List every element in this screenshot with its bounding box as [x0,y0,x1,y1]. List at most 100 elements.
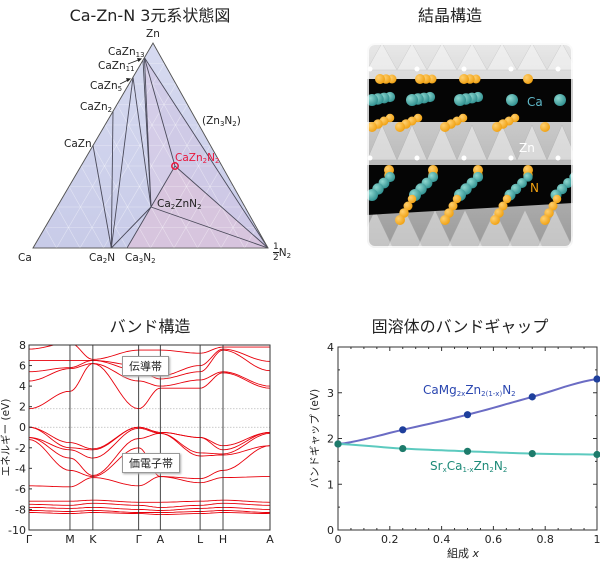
n-atom [523,165,533,175]
n-atom [407,194,417,204]
bandgap-title: 固溶体のバンドギャップ [371,317,549,336]
ca-atom [506,94,518,106]
data-point [399,444,407,453]
n-atom [448,201,458,211]
formula-subscript: 2 [107,106,113,114]
kpoint-label: M [65,533,75,546]
grid-line [68,186,104,249]
n-atom [395,122,405,132]
polyhedron [367,43,398,71]
formula-text: Ca [89,252,103,264]
formula-subscript: 2 [502,466,508,474]
grid-line [197,186,234,249]
ca-atom [554,94,566,106]
band-line [29,426,270,451]
polyhedron [446,209,484,248]
tie-line [132,77,152,208]
y-tick-label: 0 [19,421,26,434]
compound-label-cazn11: CaZn11 [98,61,135,73]
compound-label-cazn13: CaZn13 [108,47,145,59]
y-tick-label: 8 [19,339,26,352]
y-tick-label: 4 [19,380,26,393]
polyhedron [426,43,458,71]
grid-line [103,104,188,249]
band-line [29,476,270,488]
compound-label-cazn: CaZn [64,139,92,150]
polyhedron [516,124,548,161]
tie-line [174,165,269,249]
polyhedron [456,124,488,161]
x-tick-label: 0.8 [536,533,554,546]
band-line [29,512,270,516]
x-tick-label: 0.6 [485,533,503,546]
formula-subscript: 5 [117,85,123,93]
corner-label-n2: 1 2 N2 [273,242,291,263]
grid-line [220,206,246,249]
n-atom [492,122,502,132]
formula-text: N [502,383,512,397]
y-tick-label: 4 [327,341,334,354]
corner-label-zn: Zn [146,28,160,40]
n2-text: N2 [279,247,291,259]
series-label-srca: SrxCa1-xZn2N2 [430,459,508,474]
formula-subscript: 2x [456,390,466,398]
corner-label-ca: Ca [18,252,32,264]
tie-line [126,206,152,249]
grid-line [140,63,245,249]
formula-text: CaZn [90,80,118,92]
band-structure-title: バンド構造 [109,317,191,336]
numerator: 1 [273,242,279,253]
data-point [399,426,407,434]
compound-label-cazn2n2: CaZn2N2 [175,153,219,165]
data-point [334,440,342,448]
band-line [29,499,270,503]
y-tick-label: 3 [327,387,334,400]
polyhedron [476,209,514,248]
formula-text: Ca [125,252,139,264]
formula-text: Zn [465,383,482,397]
kpoint-label: L [197,533,204,546]
crystal-structure-image [365,41,575,250]
band-line [29,432,270,476]
formula-subscript: x [442,466,447,474]
data-point [593,375,600,383]
tie-line [144,57,269,249]
n-atom [459,74,469,84]
x-axis-label-text: 組成 [447,547,469,560]
n-atom [548,201,558,211]
tie-line [143,57,176,167]
formula-subscript: 2 [202,157,208,165]
tie-line [143,57,152,208]
compound-label-ca3n2: Ca3N2 [125,252,156,265]
kpoint-label: A [157,533,165,546]
data-point [528,449,536,458]
n-atom [403,201,413,211]
formula-subscript: 2(1-x) [481,390,503,398]
data-point [593,450,600,459]
compound-label-ca2n: Ca2N [89,252,115,265]
kpoint-label: K [89,533,97,546]
zn-atom [508,66,514,72]
zn-atom [461,66,467,72]
polyhedron [396,124,428,161]
formula-subscript: 3 [219,120,225,128]
formula-text: N [224,115,233,127]
y-tick-label: -6 [15,483,26,496]
phase-diagram-title: Ca-Zn-N 3元系状態図 [69,6,231,25]
kpoint-label: A [266,533,274,546]
compound-label-ca2znn2: Ca2ZnN2 [157,199,201,211]
polyhedron [396,43,428,71]
formula-text: N [493,459,503,473]
y-tick-label: -10 [8,524,26,537]
region-shade-pink [127,166,268,248]
y-axis-label: エネルギー (eV) [0,399,12,477]
polyhedron [367,209,394,248]
polyhedron [416,209,454,248]
band-line [29,502,270,508]
grid-line [104,124,175,249]
n-atom [498,201,508,211]
formula-text: N [143,252,152,264]
n-atom [552,194,562,204]
y-tick-label: -8 [15,503,26,516]
zn-atom [414,66,420,72]
